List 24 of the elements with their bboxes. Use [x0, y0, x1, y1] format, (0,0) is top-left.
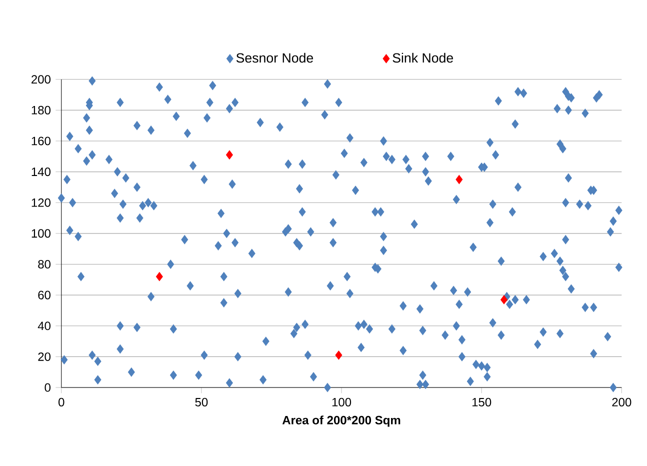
x-tick-label: 150 — [472, 398, 492, 406]
point — [156, 272, 163, 282]
x-axis-title: Area of 200*200 Sqm — [282, 415, 400, 427]
x-tick-label: 0 — [58, 398, 64, 406]
y-tick-label: 180 — [32, 106, 50, 114]
point — [335, 350, 342, 360]
y-tick-label: 40 — [38, 322, 50, 330]
y-tick-label: 60 — [38, 290, 50, 300]
legend-label: Sesnor Node — [236, 52, 314, 63]
y-tick-label: 20 — [38, 352, 50, 361]
y-tick-label: 80 — [38, 260, 50, 268]
x-tick-label: 50 — [195, 398, 208, 406]
x-tick-label: 100 — [332, 398, 352, 406]
y-tick-label: 160 — [32, 136, 50, 146]
y-tick-label: 140 — [32, 167, 50, 176]
y-tick-label: 200 — [32, 74, 50, 84]
point — [226, 150, 233, 160]
point — [456, 174, 463, 184]
y-tick-label: 120 — [32, 198, 50, 207]
y-tick-label: 100 — [32, 229, 50, 238]
point — [500, 295, 508, 304]
y-tick-label: 0 — [44, 383, 50, 392]
x-tick-label: 200 — [612, 398, 632, 406]
legend-label: Sink Node — [392, 52, 454, 63]
